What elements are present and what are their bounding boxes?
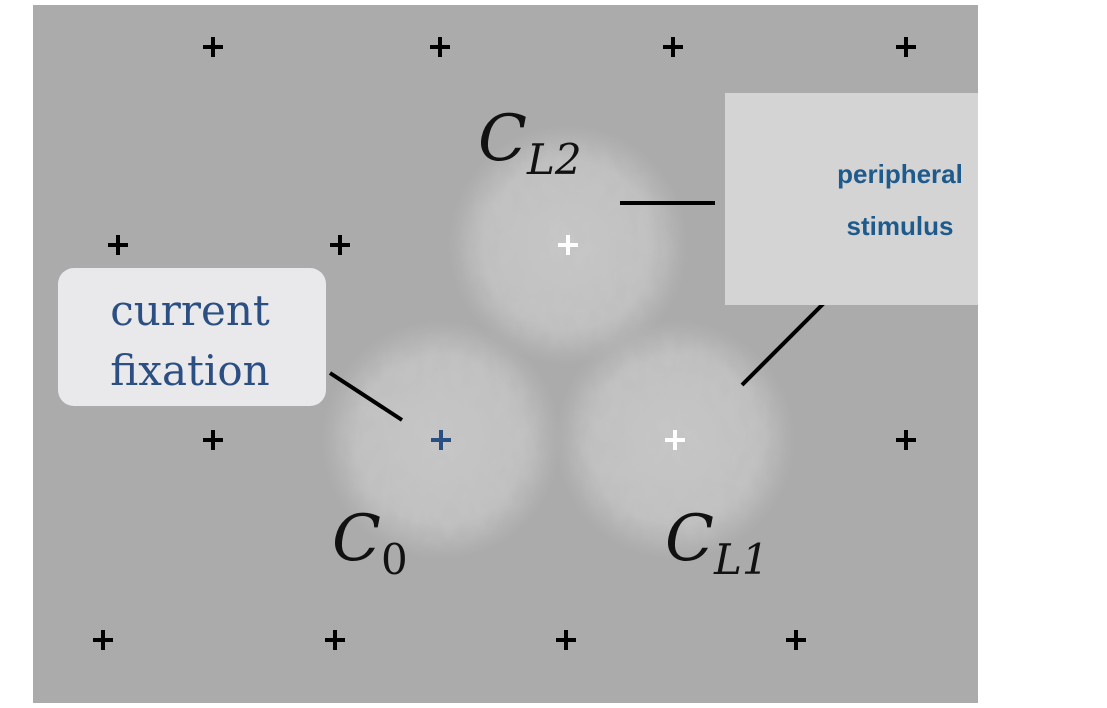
callout-box [725, 93, 978, 305]
callout-text: stimulus [847, 211, 954, 241]
diagram: peripheral stimulus current fixation CL2… [0, 0, 1107, 708]
callout-text: peripheral [837, 159, 963, 189]
callout-text: fixation [110, 346, 269, 395]
callout-text: current [110, 286, 270, 335]
